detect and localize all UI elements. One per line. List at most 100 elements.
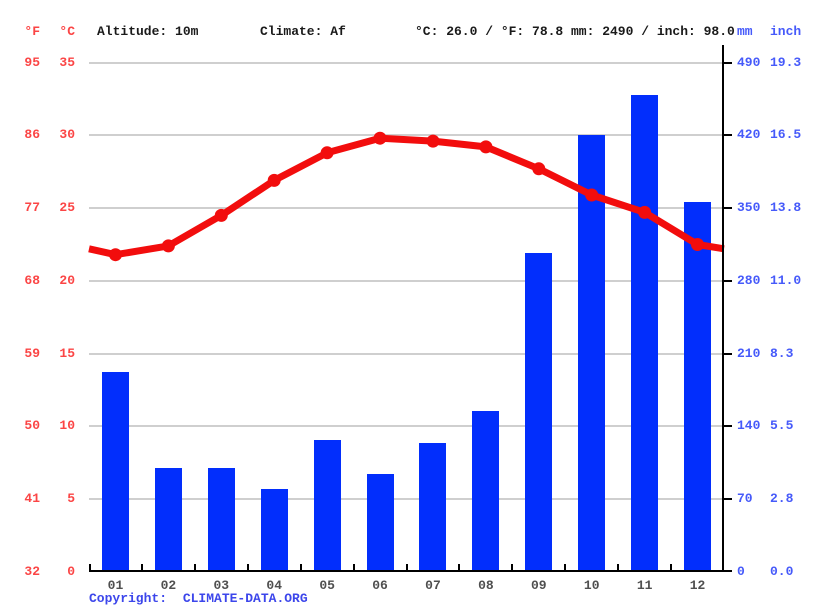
x-axis-tick-9 [564, 564, 567, 572]
temperature-point-02 [161, 239, 175, 253]
fahrenheit-axis-title: °F [24, 24, 40, 39]
x-axis-tick-5 [352, 564, 355, 572]
month-label-09: 09 [530, 578, 547, 593]
mm-tick-0: 0 [737, 564, 745, 579]
right-axis-tick-25 [724, 207, 732, 210]
mm-tick-280: 280 [737, 272, 761, 288]
right-axis-tick-10 [724, 425, 732, 428]
total-precipitation-label: mm: 2490 / inch: 98.0 [571, 24, 735, 39]
temperature-point-08 [479, 140, 493, 154]
c-tick-35: 35 [59, 54, 75, 70]
climate-type-label: Climate: Af [260, 24, 346, 39]
month-label-06: 06 [372, 578, 388, 593]
f-tick-86: 86 [24, 127, 40, 143]
gridline-20c [89, 279, 724, 282]
temperature-line [88, 134, 725, 259]
inch-tick-19.3: 19.3 [770, 54, 802, 70]
inch-tick-8.3: 8.3 [770, 345, 794, 361]
temperature-point-05 [320, 146, 334, 160]
x-axis-tick-2 [193, 564, 196, 572]
climate-data-org-link[interactable]: CLIMATE-DATA.ORG [182, 591, 308, 606]
mm-axis-title: mm [737, 24, 753, 39]
c-tick-30: 30 [59, 127, 75, 143]
temperature-point-03 [214, 208, 228, 222]
c-tick-20: 20 [59, 272, 75, 288]
inch-tick-16.5: 16.5 [770, 127, 802, 143]
precipitation-bar-10 [578, 135, 606, 572]
precipitation-bar-09 [525, 252, 553, 572]
c-tick-25: 25 [59, 200, 75, 216]
f-tick-32: 32 [24, 564, 40, 579]
x-axis-tick-12 [722, 564, 724, 572]
altitude-label: Altitude: 10m [97, 24, 199, 39]
c-tick-0: 0 [67, 564, 75, 579]
gridline-35c [89, 61, 724, 64]
inch-axis-title: inch [770, 24, 802, 39]
f-tick-77: 77 [24, 200, 40, 216]
c-tick-5: 5 [67, 491, 75, 507]
temperature-point-06 [373, 131, 387, 145]
x-axis-tick-8 [511, 564, 514, 572]
month-label-03: 03 [213, 578, 230, 593]
gridline-15c [89, 352, 724, 355]
precipitation-bar-05 [313, 439, 341, 572]
x-axis-tick-3 [246, 564, 249, 572]
right-axis-tick-20 [724, 279, 732, 282]
precipitation-bar-03 [207, 468, 235, 572]
temperature-point-07 [426, 134, 440, 148]
x-axis-tick-10 [617, 564, 620, 572]
f-tick-59: 59 [24, 345, 40, 361]
x-axis-tick-0 [89, 564, 91, 572]
f-tick-68: 68 [24, 272, 40, 288]
mm-tick-420: 420 [737, 127, 761, 143]
precipitation-bar-06 [366, 474, 394, 572]
inch-tick-2.8: 2.8 [770, 491, 794, 507]
x-axis-tick-7 [458, 564, 461, 572]
precipitation-bar-07 [419, 443, 447, 572]
f-tick-41: 41 [24, 491, 40, 507]
precipitation-bar-02 [154, 468, 182, 572]
mm-tick-210: 210 [737, 345, 761, 361]
mm-tick-140: 140 [737, 418, 761, 434]
mm-tick-350: 350 [737, 200, 761, 216]
x-axis-tick-4 [299, 564, 302, 572]
temperature-point-12 [691, 238, 704, 251]
month-label-01: 01 [107, 578, 124, 593]
c-tick-15: 15 [59, 345, 75, 361]
x-axis-tick-11 [670, 564, 673, 572]
c-tick-10: 10 [59, 418, 75, 434]
f-tick-50: 50 [24, 418, 40, 434]
month-label-11: 11 [636, 578, 653, 593]
gridline-25c [89, 207, 724, 210]
inch-tick-0.0: 0.0 [770, 564, 794, 579]
right-axis-line [722, 45, 724, 572]
right-axis-tick-0 [724, 570, 732, 572]
inch-tick-11.0: 11.0 [770, 272, 802, 288]
temperature-point-11 [638, 205, 652, 219]
gridline-10c [89, 425, 724, 428]
month-label-10: 10 [583, 578, 600, 593]
month-label-04: 04 [266, 578, 282, 593]
x-axis-tick-1 [140, 564, 143, 572]
gridline-30c [89, 134, 724, 137]
celsius-axis-title: °C [59, 24, 75, 39]
month-label-02: 02 [160, 578, 177, 593]
precipitation-bar-04 [260, 488, 288, 572]
precipitation-bar-11 [631, 94, 659, 572]
month-label-05: 05 [319, 578, 335, 593]
gridline-5c [89, 498, 724, 501]
right-axis-tick-35 [724, 61, 732, 64]
precipitation-bar-12 [684, 201, 712, 572]
right-axis-tick-15 [724, 352, 732, 355]
copyright-prefix: Copyright: [89, 591, 168, 606]
x-axis-tick-6 [405, 564, 408, 572]
copyright: Copyright: CLIMATE-DATA.ORG [89, 591, 308, 606]
month-label-12: 12 [689, 578, 706, 593]
mm-tick-490: 490 [737, 54, 761, 70]
temperature-point-04 [267, 173, 281, 187]
temperature-point-10 [585, 188, 599, 202]
plot-area: 01 02 03 04 05 06 07 08 09 10 11 12 [88, 41, 732, 593]
inch-tick-5.5: 5.5 [770, 418, 794, 434]
inch-tick-13.8: 13.8 [770, 200, 802, 216]
